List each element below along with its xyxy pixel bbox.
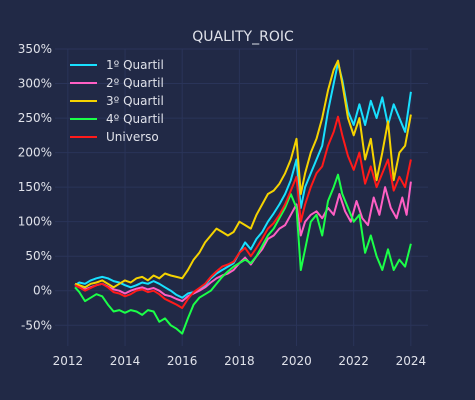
series-line-4 [74, 173, 412, 335]
series-line-2 [74, 181, 412, 303]
series-line-3 [74, 59, 412, 289]
legend-label-1: 1º Quartil [106, 58, 164, 72]
y-tick-label: 200% [18, 146, 52, 160]
x-tick-label: 2012 [53, 354, 84, 368]
series-lines [74, 59, 412, 335]
x-tick-label: 2018 [224, 354, 255, 368]
chart-title: QUALITY_ROIC [192, 29, 294, 45]
y-tick-label: -50% [21, 318, 52, 332]
legend-label-3: 3º Quartil [106, 94, 164, 108]
series-line-1 [74, 61, 412, 299]
series-line-5 [74, 115, 412, 309]
y-tick-label: 300% [18, 77, 52, 91]
y-tick-label: 150% [18, 180, 52, 194]
y-tick-label: 50% [25, 249, 52, 263]
x-tick-label: 2014 [110, 354, 141, 368]
y-tick-label: 350% [18, 42, 52, 56]
x-tick-label: 2020 [281, 354, 312, 368]
legend-label-2: 2º Quartil [106, 76, 164, 90]
y-tick-label: 100% [18, 215, 52, 229]
x-axis-ticks: 2012 2014 2016 2018 2020 2022 2024 [53, 354, 427, 368]
y-axis-ticks: -50% 0% 50% 100% 150% 200% 250% 300% 350% [18, 42, 52, 332]
legend: 1º Quartil 2º Quartil 3º Quartil 4º Quartil… [70, 58, 164, 144]
legend-label-4: 4º Quartil [106, 112, 164, 126]
y-tick-label: 250% [18, 111, 52, 125]
x-tick-label: 2016 [167, 354, 198, 368]
legend-label-5: Universo [106, 130, 159, 144]
y-tick-label: 0% [33, 284, 52, 298]
x-tick-label: 2024 [396, 354, 427, 368]
x-tick-label: 2022 [338, 354, 369, 368]
